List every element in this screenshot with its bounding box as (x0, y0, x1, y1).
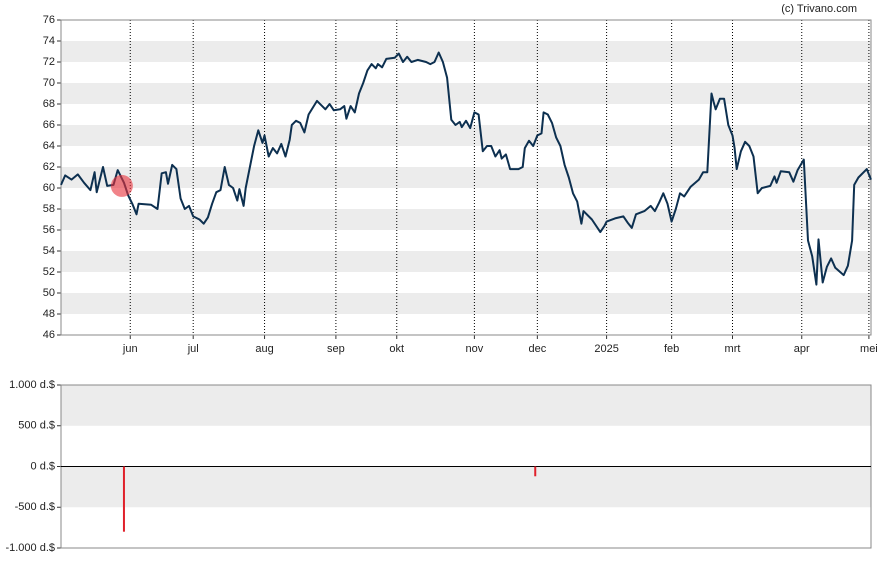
y-tick-label: 54 (43, 245, 55, 257)
x-tick-label: sep (327, 343, 345, 355)
grid-band (61, 466, 871, 508)
y-tick-label: -500 d.$ (15, 501, 55, 513)
price-line (60, 51, 872, 286)
y-tick-label: 70 (43, 77, 55, 89)
x-tick-label: jul (187, 343, 199, 355)
y-tick-label: 60 (43, 182, 55, 194)
y-tick-label: 48 (43, 308, 55, 320)
y-tick-label: 0 d.$ (31, 460, 55, 472)
y-tick-label: 1.000 d.$ (9, 379, 55, 391)
y-tick-label: 500 d.$ (18, 420, 55, 432)
x-tick-label: nov (466, 343, 484, 355)
y-tick-label: 64 (43, 140, 55, 152)
y-tick-label: 66 (43, 119, 55, 131)
grid-band (61, 293, 871, 314)
y-tick-label: 58 (43, 203, 55, 215)
grid-band (61, 251, 871, 272)
y-tick-label: 76 (43, 14, 55, 26)
y-tick-label: -1.000 d.$ (5, 542, 55, 554)
y-tick-label: 50 (43, 287, 55, 299)
trade-marker (110, 174, 133, 197)
y-tick-label: 74 (43, 35, 55, 47)
x-tick-label: mrt (725, 343, 741, 355)
bar (534, 466, 537, 477)
x-tick-label: 2025 (594, 343, 618, 355)
x-tick-label: okt (389, 343, 404, 355)
grid-band (61, 125, 871, 146)
y-tick-label: 62 (43, 161, 55, 173)
x-tick-label: apr (794, 343, 810, 355)
bar (122, 466, 125, 532)
y-tick-label: 56 (43, 224, 55, 236)
grid-band (61, 41, 871, 62)
y-tick-label: 46 (43, 329, 55, 341)
y-tick-label: 52 (43, 266, 55, 278)
y-tick-label: 68 (43, 98, 55, 110)
x-tick-label: aug (255, 343, 273, 355)
grid-band (61, 167, 871, 188)
x-tick-label: dec (528, 343, 546, 355)
x-tick-label: jun (122, 343, 138, 355)
credit: (c) Trivano.com (781, 3, 857, 15)
grid-band (61, 209, 871, 230)
grid-band (61, 385, 871, 426)
x-tick-label: mei (860, 343, 878, 355)
y-tick-label: 72 (43, 56, 55, 68)
x-tick-label: feb (664, 343, 679, 355)
grid-band (61, 83, 871, 104)
